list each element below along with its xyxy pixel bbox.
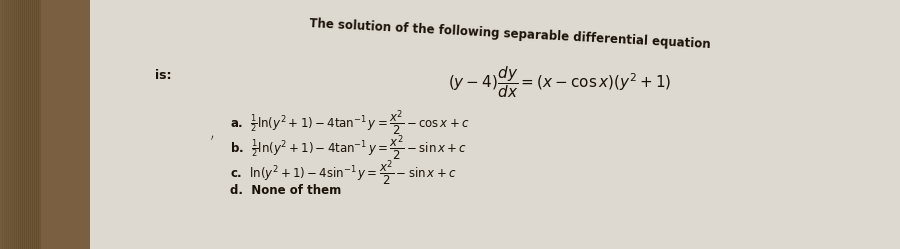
Bar — [2, 0, 5, 249]
Bar — [26, 0, 29, 249]
Text: The solution of the following separable differential equation: The solution of the following separable … — [309, 17, 711, 51]
Bar — [0, 0, 3, 249]
Text: d.  None of them: d. None of them — [230, 184, 341, 197]
Bar — [0, 0, 90, 249]
Bar — [24, 0, 27, 249]
Bar — [16, 0, 19, 249]
Text: c.  $\ln(y^2+1)-4\sin^{-1}y=\dfrac{x^2}{2}-\sin x+c$: c. $\ln(y^2+1)-4\sin^{-1}y=\dfrac{x^2}{2… — [230, 159, 456, 188]
Bar — [20, 0, 23, 249]
Bar — [14, 0, 17, 249]
Text: b.  $\frac{1}{2}\ln(y^2+1)-4\tan^{-1}y=\dfrac{x^2}{2}-\sin x+c$: b. $\frac{1}{2}\ln(y^2+1)-4\tan^{-1}y=\d… — [230, 134, 467, 163]
Bar — [10, 0, 13, 249]
Bar — [30, 0, 33, 249]
Bar — [28, 0, 31, 249]
Bar — [22, 0, 25, 249]
Bar — [4, 0, 7, 249]
Text: $'$: $'$ — [210, 134, 214, 147]
Bar — [34, 0, 37, 249]
Bar — [8, 0, 11, 249]
Text: a.  $\frac{1}{2}\ln(y^2+1)-4\tan^{-1}y=\dfrac{x^2}{2}-\cos x+c$: a. $\frac{1}{2}\ln(y^2+1)-4\tan^{-1}y=\d… — [230, 109, 470, 138]
Text: is:: is: — [155, 69, 172, 82]
Bar — [38, 0, 41, 249]
Bar — [32, 0, 35, 249]
Bar — [18, 0, 21, 249]
Bar — [6, 0, 9, 249]
Text: $(y-4)\dfrac{dy}{dx}=(x-\cos x)(y^2+1)$: $(y-4)\dfrac{dy}{dx}=(x-\cos x)(y^2+1)$ — [448, 64, 671, 100]
Bar — [36, 0, 39, 249]
Bar — [12, 0, 15, 249]
